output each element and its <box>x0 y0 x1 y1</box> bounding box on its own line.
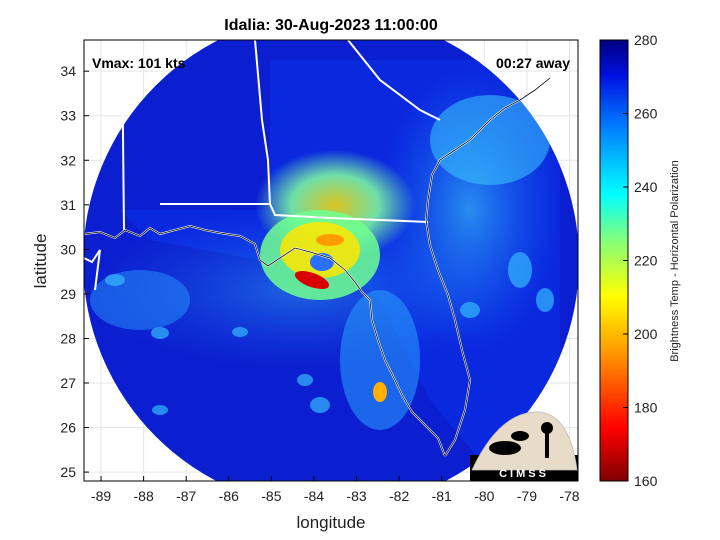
west-band <box>90 270 190 330</box>
y-tick-label: 25 <box>60 464 76 480</box>
colorbar-tick-label: 160 <box>634 473 658 489</box>
chart-title: Idalia: 30-Aug-2023 11:00:00 <box>224 17 438 34</box>
map-outlines-shadow <box>84 77 551 457</box>
x-axis-ticks: -89 -88 -87 -86 -85 -84 -83 -82 -81 -80 -79 -78 <box>91 476 580 504</box>
colorbar-label: Brightness Temp - Horizontal Polarizatio… <box>669 160 681 362</box>
colorbar-tick-label: 180 <box>634 400 658 416</box>
x-tick-label: -82 <box>389 488 409 504</box>
y-axis-ticks: 25 26 27 28 29 30 31 32 33 34 <box>60 63 89 480</box>
south-band <box>340 290 420 430</box>
state-border-al-ga <box>254 40 271 206</box>
state-border-nc-sc <box>499 40 521 91</box>
louisiana-coast <box>84 249 101 291</box>
x-tick-label: -80 <box>474 488 494 504</box>
colorbar-tick-label: 240 <box>634 179 658 195</box>
logo-text: CIMSS <box>499 468 549 480</box>
y-tick-label: 34 <box>60 63 76 79</box>
storm-hotspot <box>294 270 330 290</box>
y-tick-label: 29 <box>60 286 76 302</box>
y-tick-label: 30 <box>60 241 76 257</box>
cimss-logo: CIMSS <box>470 411 578 481</box>
x-tick-label: -79 <box>517 488 537 504</box>
x-axis-label: longitude <box>296 513 365 532</box>
x-tick-label: -89 <box>91 488 111 504</box>
x-tick-label: -87 <box>176 488 196 504</box>
x-tick-label: -83 <box>346 488 366 504</box>
y-tick-label: 33 <box>60 108 76 124</box>
state-border-al-fl-ga <box>160 203 429 223</box>
vmax-annotation: Vmax: 101 kts <box>92 55 186 71</box>
colorbar-tick-label: 280 <box>634 32 658 48</box>
x-tick-label: -84 <box>304 488 324 504</box>
x-tick-label: -88 <box>134 488 154 504</box>
x-tick-label: -85 <box>261 488 281 504</box>
y-axis-label: latitude <box>31 234 50 289</box>
y-tick-label: 31 <box>60 197 76 213</box>
time-away-annotation: 00:27 away <box>496 55 570 71</box>
y-tick-label: 28 <box>60 330 76 346</box>
colorbar-tick-label: 200 <box>634 326 658 342</box>
y-tick-label: 26 <box>60 420 76 436</box>
x-tick-label: -86 <box>219 488 239 504</box>
colorbar-tick-label: 260 <box>634 106 658 122</box>
state-border-ga-sc <box>347 40 441 121</box>
colorbar-ticks: 160 180 200 220 240 260 280 <box>623 32 658 489</box>
y-tick-label: 32 <box>60 152 76 168</box>
state-border-ms-al <box>121 40 125 231</box>
colorbar-tick-label: 220 <box>634 253 658 269</box>
scattered-cells <box>105 252 554 415</box>
x-tick-label: -78 <box>559 488 579 504</box>
northeast-band <box>430 95 550 185</box>
south-cell <box>373 382 387 402</box>
y-tick-label: 27 <box>60 375 76 391</box>
x-tick-label: -81 <box>432 488 452 504</box>
storm-hotspot-north <box>316 234 344 246</box>
swath-layer <box>84 40 578 481</box>
